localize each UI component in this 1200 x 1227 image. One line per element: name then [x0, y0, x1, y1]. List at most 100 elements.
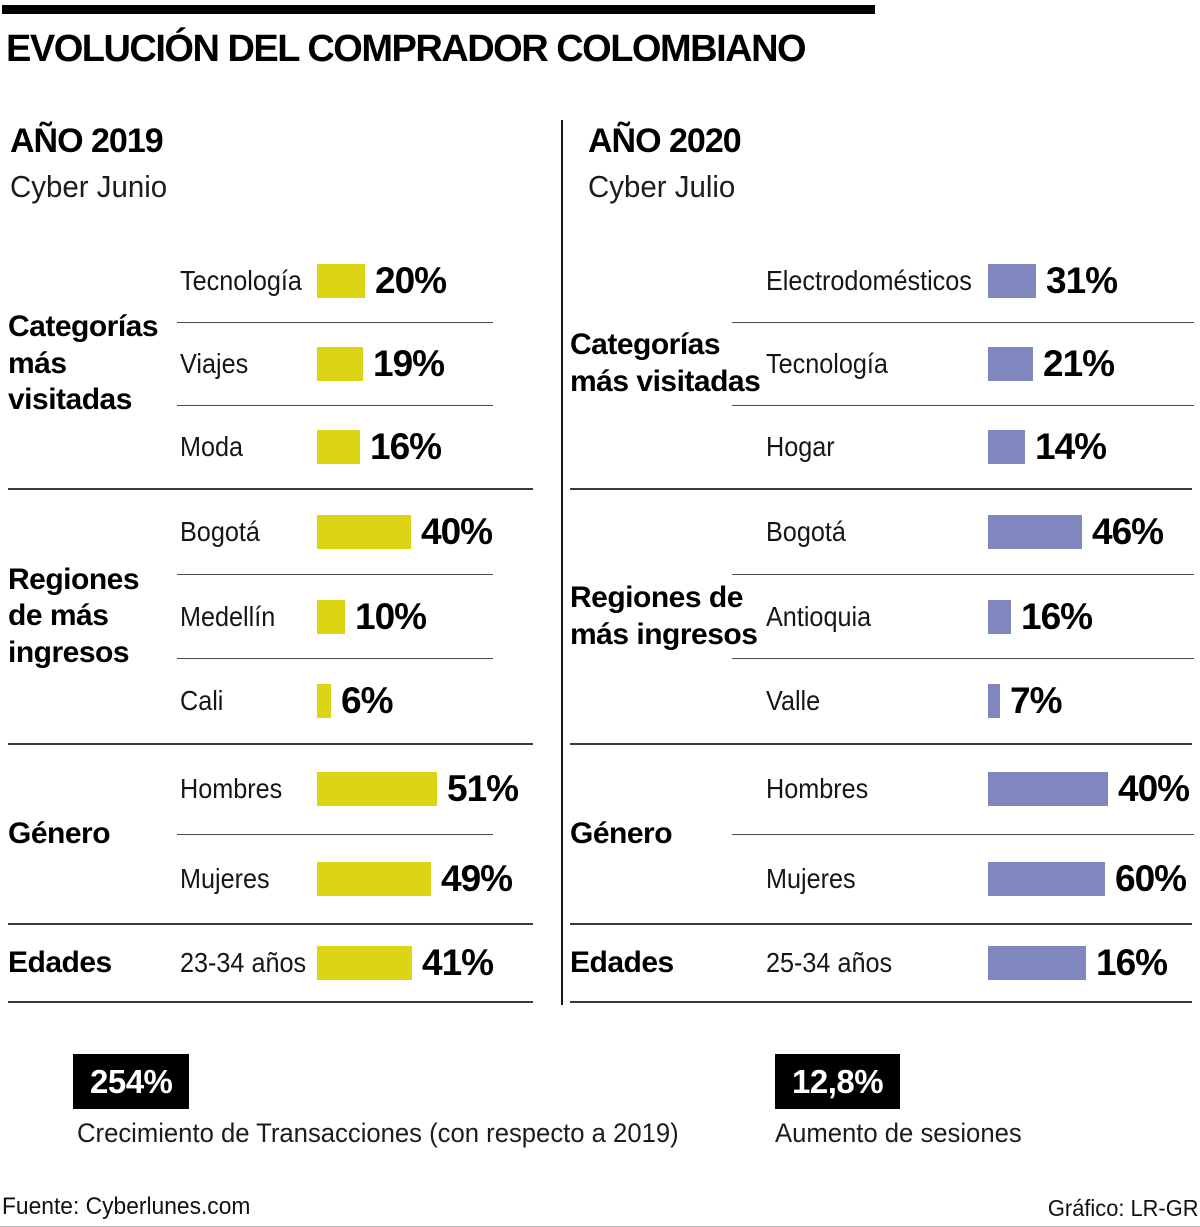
section-title: Regiones de más ingresos: [8, 562, 140, 669]
top-accent-bar: [2, 5, 875, 14]
row-label: Mujeres: [766, 862, 856, 894]
bar: [317, 514, 411, 549]
bar: [317, 684, 331, 719]
section-regiones-2020: Regiones de más ingresos Bogotá 46% Anti…: [570, 490, 1194, 745]
row-label: Hombres: [766, 773, 869, 805]
row-value: 51%: [447, 768, 519, 810]
section-title: Edades: [8, 945, 112, 979]
section-genero-2019: Género Hombres 51% Mujeres 49%: [8, 745, 533, 925]
year-label-2020: AÑO 2020: [588, 122, 742, 160]
data-row: Electrodomésticos 31%: [766, 240, 1192, 322]
bar: [988, 684, 1000, 719]
data-row: Moda 16%: [180, 406, 533, 488]
row-label: Bogotá: [766, 515, 846, 547]
section-edades-2020: Edades 25-34 años 16%: [570, 925, 1192, 1003]
bar: [317, 861, 431, 896]
event-label-2020: Cyber Julio: [588, 169, 736, 204]
row-value: 14%: [1035, 426, 1107, 467]
row-label: 23-34 años: [180, 947, 307, 978]
row-separator: [177, 833, 493, 835]
section-categorias-2019: Categorías más visitadas Tecnología 20% …: [8, 240, 533, 490]
event-label-2019: Cyber Junio: [10, 169, 168, 204]
data-row: 25-34 años 16%: [766, 925, 1192, 1001]
data-row: Medellín 10%: [180, 575, 533, 659]
data-row: Mujeres 49%: [180, 835, 533, 924]
page-title: EVOLUCIÓN DEL COMPRADOR COLOMBIANO: [6, 28, 807, 70]
data-row: Hombres 51%: [180, 745, 533, 834]
row-value: 21%: [1043, 343, 1115, 384]
data-row: Antioquia 16%: [766, 575, 1192, 659]
row-value: 16%: [1096, 942, 1168, 983]
bar: [317, 430, 360, 464]
row-label: Electrodomésticos: [766, 265, 972, 296]
data-row: Cali 6%: [180, 659, 533, 743]
row-label: Tecnología: [766, 348, 888, 379]
row-value: 7%: [1010, 680, 1062, 722]
bar: [317, 772, 437, 807]
data-row: Viajes 19%: [180, 323, 533, 405]
row-separator: [732, 322, 1194, 323]
row-label: Bogotá: [180, 515, 260, 547]
section-title: Género: [570, 816, 673, 850]
row-separator: [732, 658, 1194, 660]
data-row: Bogotá 40%: [180, 490, 533, 574]
bar: [988, 946, 1086, 980]
data-row: Mujeres 60%: [766, 835, 1192, 924]
column-divider: [561, 120, 563, 1005]
bar: [988, 599, 1011, 634]
row-value: 40%: [421, 510, 493, 552]
row-value: 40%: [1118, 768, 1190, 810]
bar: [988, 861, 1105, 896]
data-row: Hogar 14%: [766, 406, 1192, 488]
row-separator: [732, 405, 1194, 406]
row-label: 25-34 años: [766, 947, 893, 978]
row-value: 6%: [341, 680, 393, 722]
row-label: Antioquia: [766, 600, 872, 632]
section-title: Género: [8, 816, 111, 850]
row-label: Hombres: [180, 773, 283, 805]
row-value: 16%: [1021, 595, 1093, 637]
row-separator: [177, 322, 493, 323]
bar: [317, 946, 412, 980]
row-value: 20%: [375, 260, 447, 301]
row-label: Valle: [766, 685, 821, 717]
row-separator: [732, 833, 1194, 835]
column-header-2020: AÑO 2020 Cyber Julio: [588, 122, 743, 205]
data-row: Valle 7%: [766, 659, 1192, 743]
bar: [988, 772, 1108, 807]
bar: [988, 430, 1025, 464]
bar: [988, 264, 1036, 298]
bar: [317, 599, 345, 634]
section-edades-2019: Edades 23-34 años 41%: [8, 925, 533, 1003]
row-separator: [177, 658, 493, 660]
data-row: Tecnología 20%: [180, 240, 533, 322]
section-title: Categorías más visitadas: [8, 310, 159, 417]
data-row: Hombres 40%: [766, 745, 1192, 834]
row-separator: [177, 573, 493, 575]
section-categorias-2020: Categorías más visitadas Electrodoméstic…: [570, 240, 1194, 490]
year-label-2019: AÑO 2019: [10, 122, 164, 160]
row-value: 60%: [1115, 857, 1187, 899]
bar: [988, 514, 1082, 549]
row-value: 31%: [1046, 260, 1118, 301]
bar: [988, 347, 1033, 381]
row-label: Tecnología: [180, 265, 302, 296]
highlight-value-2020: 12,8%: [775, 1054, 901, 1109]
bar: [317, 264, 365, 298]
column-2020: Categorías más visitadas Electrodoméstic…: [570, 240, 1194, 1003]
row-value: 19%: [373, 343, 445, 384]
highlight-value-2019: 254%: [73, 1054, 190, 1109]
row-label: Cali: [180, 685, 224, 717]
graphic-credit: Gráfico: LR-GR: [1047, 1195, 1198, 1221]
highlight-caption-2020: Aumento de sesiones: [775, 1118, 1022, 1148]
column-2019: Categorías más visitadas Tecnología 20% …: [8, 240, 533, 1003]
bar: [317, 347, 363, 381]
row-value: 16%: [370, 426, 442, 467]
row-label: Hogar: [766, 431, 835, 462]
row-value: 46%: [1092, 510, 1164, 552]
row-label: Medellín: [180, 600, 276, 632]
data-row: Tecnología 21%: [766, 323, 1192, 405]
section-title: Edades: [570, 945, 674, 979]
row-label: Viajes: [180, 348, 249, 379]
column-header-2019: AÑO 2019 Cyber Junio: [10, 122, 175, 205]
